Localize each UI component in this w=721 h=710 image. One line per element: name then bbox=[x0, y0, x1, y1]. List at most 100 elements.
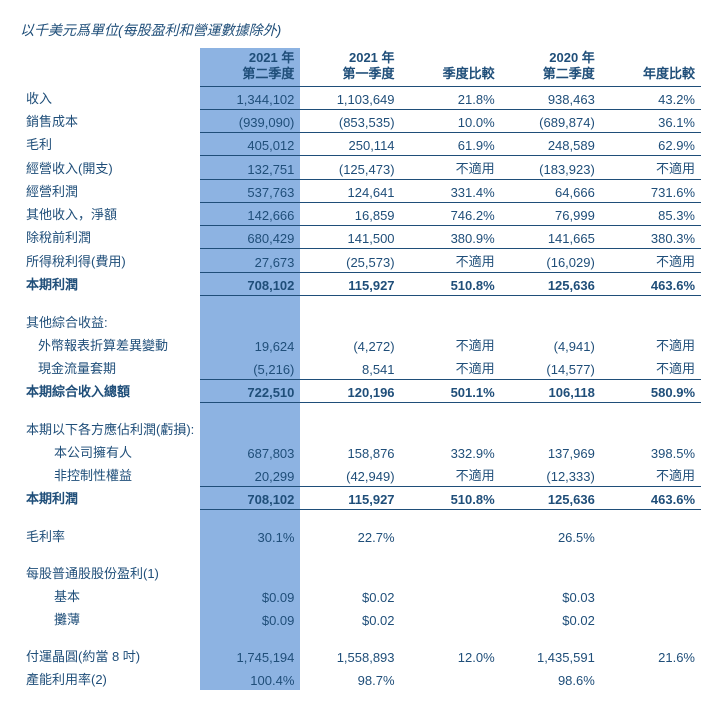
row-value: 731.6% bbox=[601, 179, 701, 202]
row-value: 158,876 bbox=[300, 440, 400, 463]
row-value: 8,541 bbox=[300, 356, 400, 380]
row-value: 537,763 bbox=[200, 179, 300, 202]
row-value: (939,090) bbox=[200, 109, 300, 132]
row-label: 本期綜合收入總額 bbox=[20, 379, 200, 402]
row-value: 不適用 bbox=[601, 248, 701, 272]
section-header-row: 其他綜合收益: bbox=[20, 310, 701, 333]
section-header: 其他綜合收益: bbox=[20, 310, 200, 333]
table-row: 現金流量套期(5,216)8,541不適用(14,577)不適用 bbox=[20, 356, 701, 380]
row-value: 332.9% bbox=[401, 440, 501, 463]
table-row: 所得稅利得(費用)27,673(25,573)不適用(16,029)不適用 bbox=[20, 248, 701, 272]
row-label: 經營收入(開支) bbox=[20, 155, 200, 179]
row-label: 所得稅利得(費用) bbox=[20, 248, 200, 272]
row-label: 付運晶圓(約當 8 吋) bbox=[20, 644, 200, 667]
row-value bbox=[401, 584, 501, 607]
row-value: 250,114 bbox=[300, 132, 400, 155]
row-value: (42,949) bbox=[300, 463, 400, 487]
row-label: 除稅前利潤 bbox=[20, 225, 200, 248]
row-value: 708,102 bbox=[200, 486, 300, 509]
row-value: 938,463 bbox=[501, 86, 601, 109]
row-value: 380.3% bbox=[601, 225, 701, 248]
header-col1: 2021 年第二季度 bbox=[200, 48, 300, 86]
row-value: (16,029) bbox=[501, 248, 601, 272]
row-value: 16,859 bbox=[300, 202, 400, 225]
table-caption: 以千美元爲單位(每股盈利和營運數據除外) bbox=[20, 20, 701, 40]
row-value: $0.02 bbox=[501, 607, 601, 630]
row-value: 687,803 bbox=[200, 440, 300, 463]
row-value: 115,927 bbox=[300, 486, 400, 509]
row-value: (183,923) bbox=[501, 155, 601, 179]
row-value: 30.1% bbox=[200, 524, 300, 547]
row-value: (689,874) bbox=[501, 109, 601, 132]
row-value: 100.4% bbox=[200, 667, 300, 690]
row-value bbox=[601, 584, 701, 607]
row-value: 510.8% bbox=[401, 272, 501, 295]
row-label: 非控制性權益 bbox=[20, 463, 200, 487]
row-value: 510.8% bbox=[401, 486, 501, 509]
row-value: 不適用 bbox=[401, 155, 501, 179]
row-value: 125,636 bbox=[501, 272, 601, 295]
row-value: 12.0% bbox=[401, 644, 501, 667]
row-value bbox=[601, 607, 701, 630]
row-value: 43.2% bbox=[601, 86, 701, 109]
row-value: 708,102 bbox=[200, 272, 300, 295]
spacer-row bbox=[20, 295, 701, 310]
row-value: 115,927 bbox=[300, 272, 400, 295]
row-value: 不適用 bbox=[401, 356, 501, 380]
row-label: 經營利潤 bbox=[20, 179, 200, 202]
row-value: 141,665 bbox=[501, 225, 601, 248]
table-row: 其他收入，淨額142,66616,859746.2%76,99985.3% bbox=[20, 202, 701, 225]
section-header: 每股普通股股份盈利(1) bbox=[20, 561, 200, 584]
row-value: (5,216) bbox=[200, 356, 300, 380]
table-row: 產能利用率(2)100.4%98.7%98.6% bbox=[20, 667, 701, 690]
row-label: 外幣報表折算差異變動 bbox=[20, 333, 200, 356]
row-value: 27,673 bbox=[200, 248, 300, 272]
row-value: 98.6% bbox=[501, 667, 601, 690]
header-col3: 季度比較 bbox=[401, 48, 501, 86]
row-label: 現金流量套期 bbox=[20, 356, 200, 380]
section-header-row: 每股普通股股份盈利(1) bbox=[20, 561, 701, 584]
table-row: 非控制性權益20,299(42,949)不適用(12,333)不適用 bbox=[20, 463, 701, 487]
row-value: 1,344,102 bbox=[200, 86, 300, 109]
row-value: 463.6% bbox=[601, 272, 701, 295]
row-value: $0.03 bbox=[501, 584, 601, 607]
row-value: $0.02 bbox=[300, 584, 400, 607]
table-row: 經營利潤537,763124,641331.4%64,666731.6% bbox=[20, 179, 701, 202]
row-value: 1,435,591 bbox=[501, 644, 601, 667]
row-value: 137,969 bbox=[501, 440, 601, 463]
row-value: 722,510 bbox=[200, 379, 300, 402]
row-value: 125,636 bbox=[501, 486, 601, 509]
row-value: (125,473) bbox=[300, 155, 400, 179]
row-value: 不適用 bbox=[601, 333, 701, 356]
row-label: 收入 bbox=[20, 86, 200, 109]
row-value: 1,745,194 bbox=[200, 644, 300, 667]
row-value: (853,535) bbox=[300, 109, 400, 132]
row-value: $0.09 bbox=[200, 584, 300, 607]
row-label: 基本 bbox=[20, 584, 200, 607]
row-value bbox=[401, 607, 501, 630]
spacer-row bbox=[20, 402, 701, 417]
table-row: 除稅前利潤680,429141,500380.9%141,665380.3% bbox=[20, 225, 701, 248]
row-value: 1,103,649 bbox=[300, 86, 400, 109]
spacer-row bbox=[20, 630, 701, 644]
row-value: 141,500 bbox=[300, 225, 400, 248]
spacer-row bbox=[20, 509, 701, 524]
row-value bbox=[601, 524, 701, 547]
row-label: 本公司擁有人 bbox=[20, 440, 200, 463]
row-value: (4,941) bbox=[501, 333, 601, 356]
row-value: 不適用 bbox=[601, 155, 701, 179]
table-row: 經營收入(開支)132,751(125,473)不適用(183,923)不適用 bbox=[20, 155, 701, 179]
row-label: 攤薄 bbox=[20, 607, 200, 630]
row-value: 不適用 bbox=[401, 248, 501, 272]
row-value: 不適用 bbox=[401, 463, 501, 487]
row-value: $0.02 bbox=[300, 607, 400, 630]
row-value bbox=[401, 667, 501, 690]
header-col2: 2021 年第一季度 bbox=[300, 48, 400, 86]
row-value: 380.9% bbox=[401, 225, 501, 248]
row-value: 不適用 bbox=[601, 463, 701, 487]
row-value: 106,118 bbox=[501, 379, 601, 402]
row-value: 不適用 bbox=[401, 333, 501, 356]
row-value: (12,333) bbox=[501, 463, 601, 487]
row-value: $0.09 bbox=[200, 607, 300, 630]
row-value bbox=[601, 667, 701, 690]
